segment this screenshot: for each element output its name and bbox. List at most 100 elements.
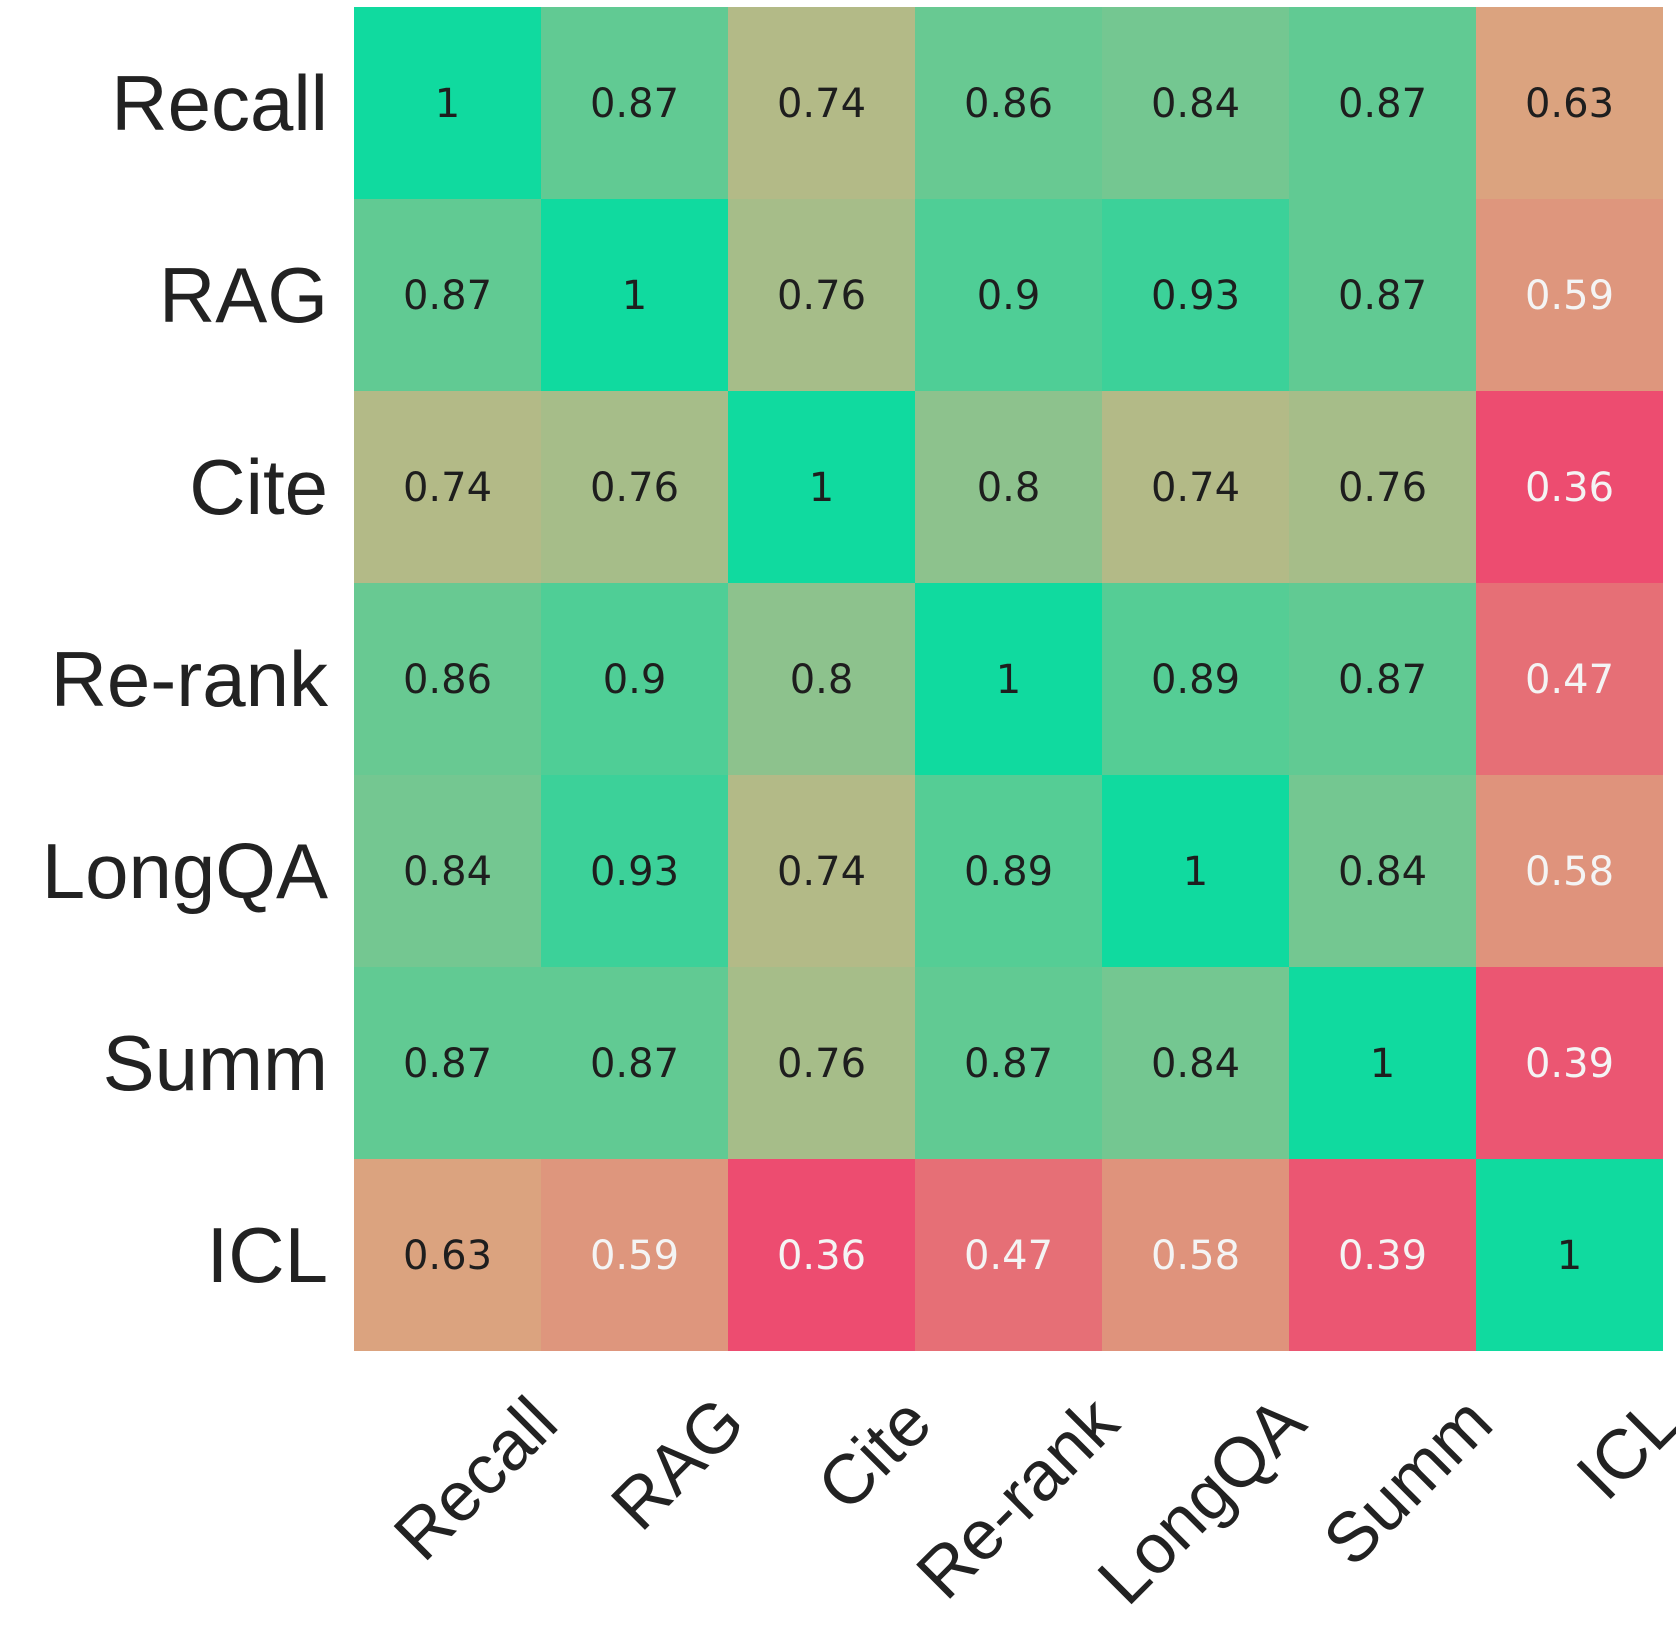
cell-value-label: 0.87 (1338, 657, 1427, 703)
heatmap-cell-cite-re-rank (915, 391, 1102, 583)
heatmap-cell-longqa-cite (728, 775, 915, 967)
cell-value-label: 0.47 (1525, 657, 1614, 703)
column-label-longqa: LongQA (1083, 1382, 1320, 1619)
heatmap-cell-recall-rag (541, 7, 728, 199)
cell-value-label: 0.89 (1151, 657, 1240, 703)
heatmap-cell-rag-re-rank (915, 199, 1102, 391)
heatmap-cell-longqa-recall (354, 775, 541, 967)
column-label-cite: Cite (803, 1382, 946, 1525)
heatmap-cell-re-rank-longqa (1102, 583, 1289, 775)
row-label-icl: ICL (207, 1211, 328, 1299)
cell-value-label: 0.8 (977, 465, 1041, 511)
heatmap-cell-recall-longqa (1102, 7, 1289, 199)
heatmap-cell-rag-recall (354, 199, 541, 391)
cell-value-label: 0.76 (590, 465, 679, 511)
heatmap-cell-icl-rag (541, 1159, 728, 1351)
heatmap-cell-recall-cite (728, 7, 915, 199)
heatmap-cell-rag-summ (1289, 199, 1476, 391)
cell-value-label: 0.86 (403, 657, 492, 703)
heatmap-cell-re-rank-rag (541, 583, 728, 775)
cell-value-label: 0.84 (403, 849, 492, 895)
cell-value-label: 0.87 (590, 81, 679, 127)
cell-value-label: 0.63 (1525, 81, 1614, 127)
cell-value-label: 0.87 (403, 1041, 492, 1087)
heatmap-cell-longqa-icl (1476, 775, 1663, 967)
heatmap-cell-recall-icl (1476, 7, 1663, 199)
heatmap-cell-cite-longqa (1102, 391, 1289, 583)
column-label-recall: Recall (379, 1382, 572, 1575)
heatmap-cell-recall-re-rank (915, 7, 1102, 199)
cell-value-label: 0.59 (590, 1233, 679, 1279)
cell-value-label: 0.9 (603, 657, 667, 703)
column-label-icl: ICL (1562, 1382, 1676, 1514)
heatmap-cell-summ-rag (541, 967, 728, 1159)
cell-value-label: 0.36 (777, 1233, 866, 1279)
cell-value-label: 0.87 (403, 273, 492, 319)
cell-value-label: 0.93 (590, 849, 679, 895)
cell-value-label: 0.89 (964, 849, 1053, 895)
heatmap-cell-longqa-summ (1289, 775, 1476, 967)
column-label-rag: RAG (596, 1382, 758, 1544)
cell-value-label: 1 (809, 465, 834, 511)
cell-value-label: 0.87 (1338, 81, 1427, 127)
cell-value-label: 0.39 (1525, 1041, 1614, 1087)
cell-value-label: 0.36 (1525, 465, 1614, 511)
heatmap-cell-icl-longqa (1102, 1159, 1289, 1351)
cell-value-label: 0.74 (403, 465, 492, 511)
heatmap-cell-re-rank-icl (1476, 583, 1663, 775)
row-label-re-rank: Re-rank (51, 635, 329, 723)
cell-value-label: 0.76 (777, 1041, 866, 1087)
cell-value-label: 0.74 (777, 81, 866, 127)
heatmap-cell-cite-icl (1476, 391, 1663, 583)
heatmap-cell-summ-recall (354, 967, 541, 1159)
heatmap-cell-icl-cite (728, 1159, 915, 1351)
cell-value-label: 0.74 (1151, 465, 1240, 511)
heatmap-cell-rag-icl (1476, 199, 1663, 391)
heatmap-cell-longqa-longqa (1102, 775, 1289, 967)
row-label-longqa: LongQA (42, 827, 328, 915)
cell-value-label: 1 (1557, 1233, 1582, 1279)
heatmap-cell-summ-icl (1476, 967, 1663, 1159)
heatmap-cell-re-rank-cite (728, 583, 915, 775)
cell-value-label: 0.9 (977, 273, 1041, 319)
heatmap-cell-re-rank-recall (354, 583, 541, 775)
heatmap-cell-icl-icl (1476, 1159, 1663, 1351)
heatmap-cell-summ-longqa (1102, 967, 1289, 1159)
cell-value-label: 0.59 (1525, 273, 1614, 319)
cell-value-label: 0.86 (964, 81, 1053, 127)
cell-value-label: 0.8 (790, 657, 854, 703)
heatmap-cell-icl-re-rank (915, 1159, 1102, 1351)
heatmap-cell-re-rank-summ (1289, 583, 1476, 775)
cell-value-label: 0.76 (1338, 465, 1427, 511)
row-label-summ: Summ (103, 1019, 328, 1107)
heatmap-cell-rag-rag (541, 199, 728, 391)
heatmap-cell-summ-re-rank (915, 967, 1102, 1159)
cell-value-label: 0.93 (1151, 273, 1240, 319)
row-label-cite: Cite (189, 443, 328, 531)
heatmap-cell-re-rank-re-rank (915, 583, 1102, 775)
heatmap-cell-cite-recall (354, 391, 541, 583)
cell-value-label: 0.84 (1151, 1041, 1240, 1087)
row-label-recall: Recall (111, 59, 328, 147)
cell-value-label: 1 (622, 273, 647, 319)
heatmap-cell-cite-summ (1289, 391, 1476, 583)
row-labels: Recall RAG Cite Re-rank LongQA Summ ICL (42, 59, 329, 1299)
cell-value-label: 0.58 (1151, 1233, 1240, 1279)
heatmap-cell-rag-cite (728, 199, 915, 391)
cell-value-label: 1 (1370, 1041, 1395, 1087)
cell-value-label: 0.76 (777, 273, 866, 319)
heatmap-cells: 1 0.87 0.74 0.86 0.84 0.87 0.63 0.87 1 0.76 0.9 0.9… (354, 7, 1663, 1351)
cell-value-label: 1 (1183, 849, 1208, 895)
column-label-summ: Summ (1309, 1382, 1507, 1580)
heatmap-cell-longqa-rag (541, 775, 728, 967)
cell-value-label: 0.74 (777, 849, 866, 895)
cell-value-label: 1 (435, 81, 460, 127)
heatmap-cell-rag-longqa (1102, 199, 1289, 391)
cell-value-label: 0.58 (1525, 849, 1614, 895)
heatmap-cell-icl-recall (354, 1159, 541, 1351)
heatmap-cell-recall-recall (354, 7, 541, 199)
heatmap-cell-icl-summ (1289, 1159, 1476, 1351)
heatmap-cell-cite-rag (541, 391, 728, 583)
